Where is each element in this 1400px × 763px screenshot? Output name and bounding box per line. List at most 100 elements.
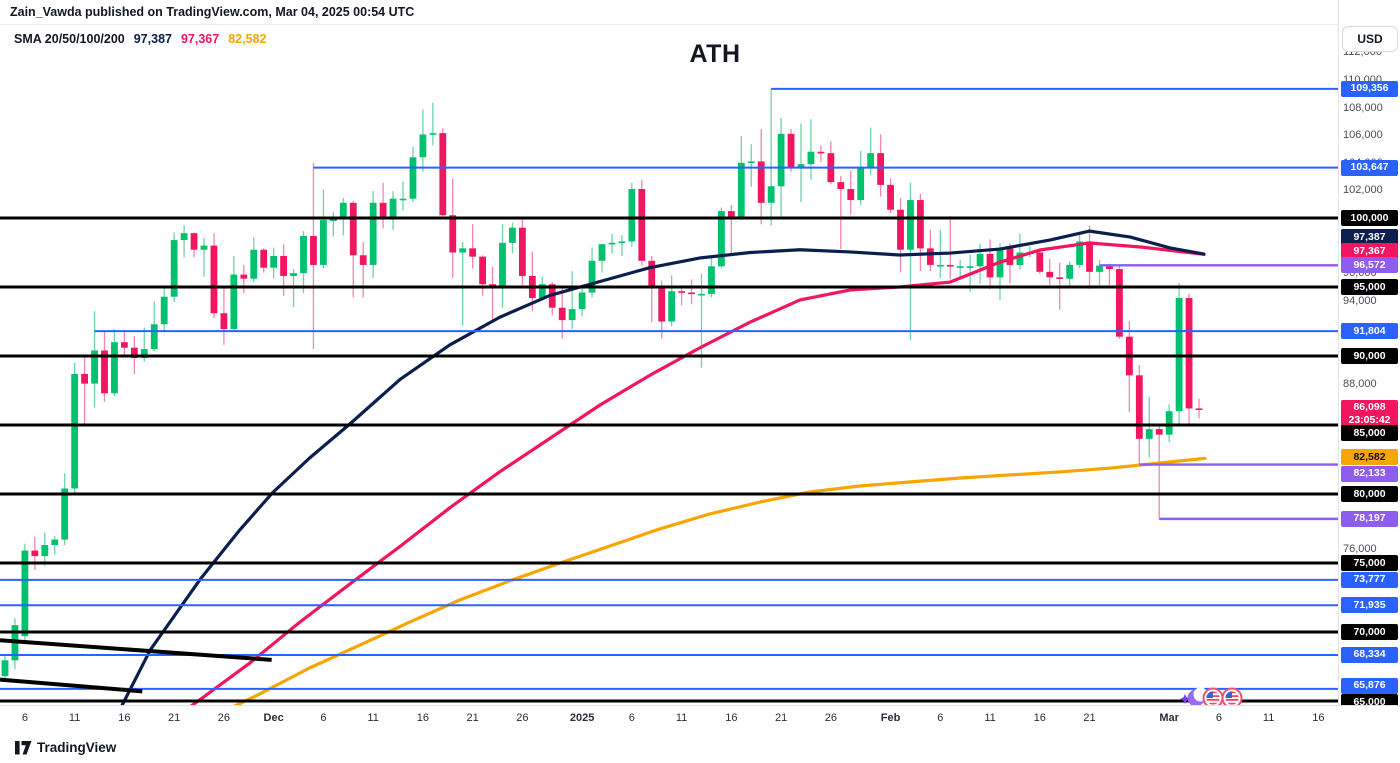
candle-body (658, 287, 666, 322)
time-tick: 26 (217, 712, 231, 724)
candle-body (320, 220, 327, 265)
candle-body (787, 133, 795, 167)
tradingview-logo[interactable]: TradingView (15, 740, 116, 755)
time-tick: 26 (824, 712, 837, 724)
candle-body (926, 248, 934, 265)
candle-body (509, 227, 516, 243)
trendline[interactable] (0, 638, 272, 662)
trendline[interactable] (0, 677, 143, 694)
price-chart-canvas[interactable] (0, 0, 1338, 705)
candle-body (727, 211, 735, 218)
candle-body (31, 550, 39, 557)
time-tick: 11 (675, 712, 688, 724)
price-level-chip: 95,000 (1341, 279, 1398, 295)
candle-body (648, 260, 656, 287)
price-level-chip: 103,647 (1341, 159, 1398, 176)
currency-toggle-button[interactable]: USD (1342, 26, 1398, 52)
candle-body (389, 198, 397, 218)
price-tick: 102,000 (1343, 184, 1383, 197)
candle-body (1096, 265, 1103, 272)
candle-body (329, 219, 337, 221)
time-tick: 16 (725, 712, 738, 724)
indicator-legend[interactable]: SMA 20/50/100/200 97,387 97,367 82,582 (14, 32, 275, 46)
chart-title-drawing[interactable]: ATH (689, 40, 741, 68)
price-level-chip: 82,582 (1341, 449, 1398, 466)
sma-value: 97,367 (180, 32, 220, 46)
price-axis[interactable]: USD 112,000110,000108,000106,000104,0001… (1338, 0, 1400, 710)
time-tick: 2025 (569, 712, 595, 724)
candle-body (240, 274, 248, 279)
price-level-chip: 85,000 (1341, 425, 1398, 441)
event-icons[interactable] (1180, 687, 1243, 706)
time-tick: 11 (984, 712, 996, 724)
candle-body (250, 249, 258, 279)
candle-body (1155, 429, 1163, 435)
candle-body (718, 211, 725, 267)
sma-legend-values: 97,387 97,367 82,582 (134, 32, 276, 46)
candle-body (837, 182, 845, 190)
candle-body (708, 266, 715, 294)
candle-body (91, 350, 98, 384)
candle-body (1086, 241, 1093, 272)
candle-body (51, 539, 59, 546)
price-level-chip: 71,935 (1341, 597, 1398, 614)
candle-body (369, 202, 377, 265)
candle-body (499, 242, 506, 289)
candle-body (817, 151, 825, 154)
candle-body (1, 660, 9, 677)
us-flag-icon[interactable] (1202, 687, 1224, 706)
candle-body (638, 189, 646, 261)
candle-body (190, 233, 198, 250)
candle-body (41, 545, 49, 557)
candle-body (936, 264, 944, 267)
candle-body (170, 240, 178, 297)
candle-body (976, 253, 984, 267)
candle-body (867, 153, 875, 167)
moon-sparkle-icon[interactable] (1180, 687, 1208, 706)
time-tick: 16 (118, 712, 131, 724)
time-tick: 6 (21, 712, 28, 724)
price-tick: 94,000 (1343, 294, 1377, 307)
candle-body (409, 157, 417, 199)
time-tick: 21 (168, 712, 181, 724)
candle-body (519, 227, 526, 276)
candle-body (1046, 271, 1054, 278)
candle-body (737, 162, 745, 218)
candle-body (140, 349, 148, 359)
candle-body (479, 256, 486, 285)
sma-value: 82,582 (228, 32, 267, 46)
candle-body (280, 255, 287, 276)
us-flag-icon[interactable] (1221, 687, 1243, 706)
candle-body (449, 215, 457, 253)
candle-body (608, 242, 616, 245)
candle-body (668, 291, 676, 322)
candle-body (459, 248, 467, 253)
candle-body (897, 209, 904, 250)
candle-body (121, 342, 128, 348)
candle-body (1135, 375, 1143, 439)
candle-body (71, 373, 79, 489)
price-level-chip: 80,000 (1341, 486, 1398, 502)
candle-body (379, 202, 387, 218)
price-level-chip: 100,000 (1341, 210, 1398, 226)
candle-body (1066, 264, 1074, 279)
candle-body (300, 235, 307, 274)
candle-body (1076, 241, 1083, 265)
time-tick: 26 (516, 712, 529, 724)
price-level-chip: 90,000 (1341, 348, 1398, 364)
time-tick: 21 (466, 712, 479, 724)
candle-body (1116, 269, 1123, 337)
candle-body (1145, 429, 1153, 439)
price-level-chip: 65,876 (1341, 677, 1398, 694)
candle-body (946, 264, 954, 267)
time-tick: 16 (1312, 712, 1325, 724)
sma-legend-label: SMA 20/50/100/200 (14, 32, 125, 46)
candle-body (966, 266, 974, 268)
candle-body (578, 292, 586, 310)
time-axis[interactable]: 6 11 16 21 26 Dec 6 11 16 21 26 2025 6 11 16 21 26 Feb 6 11… (0, 705, 1400, 735)
last-price-value: 86,098 (1353, 401, 1386, 414)
time-tick: 11 (68, 712, 81, 724)
candle-body (767, 186, 775, 203)
price-level-chip: 75,000 (1341, 555, 1398, 571)
